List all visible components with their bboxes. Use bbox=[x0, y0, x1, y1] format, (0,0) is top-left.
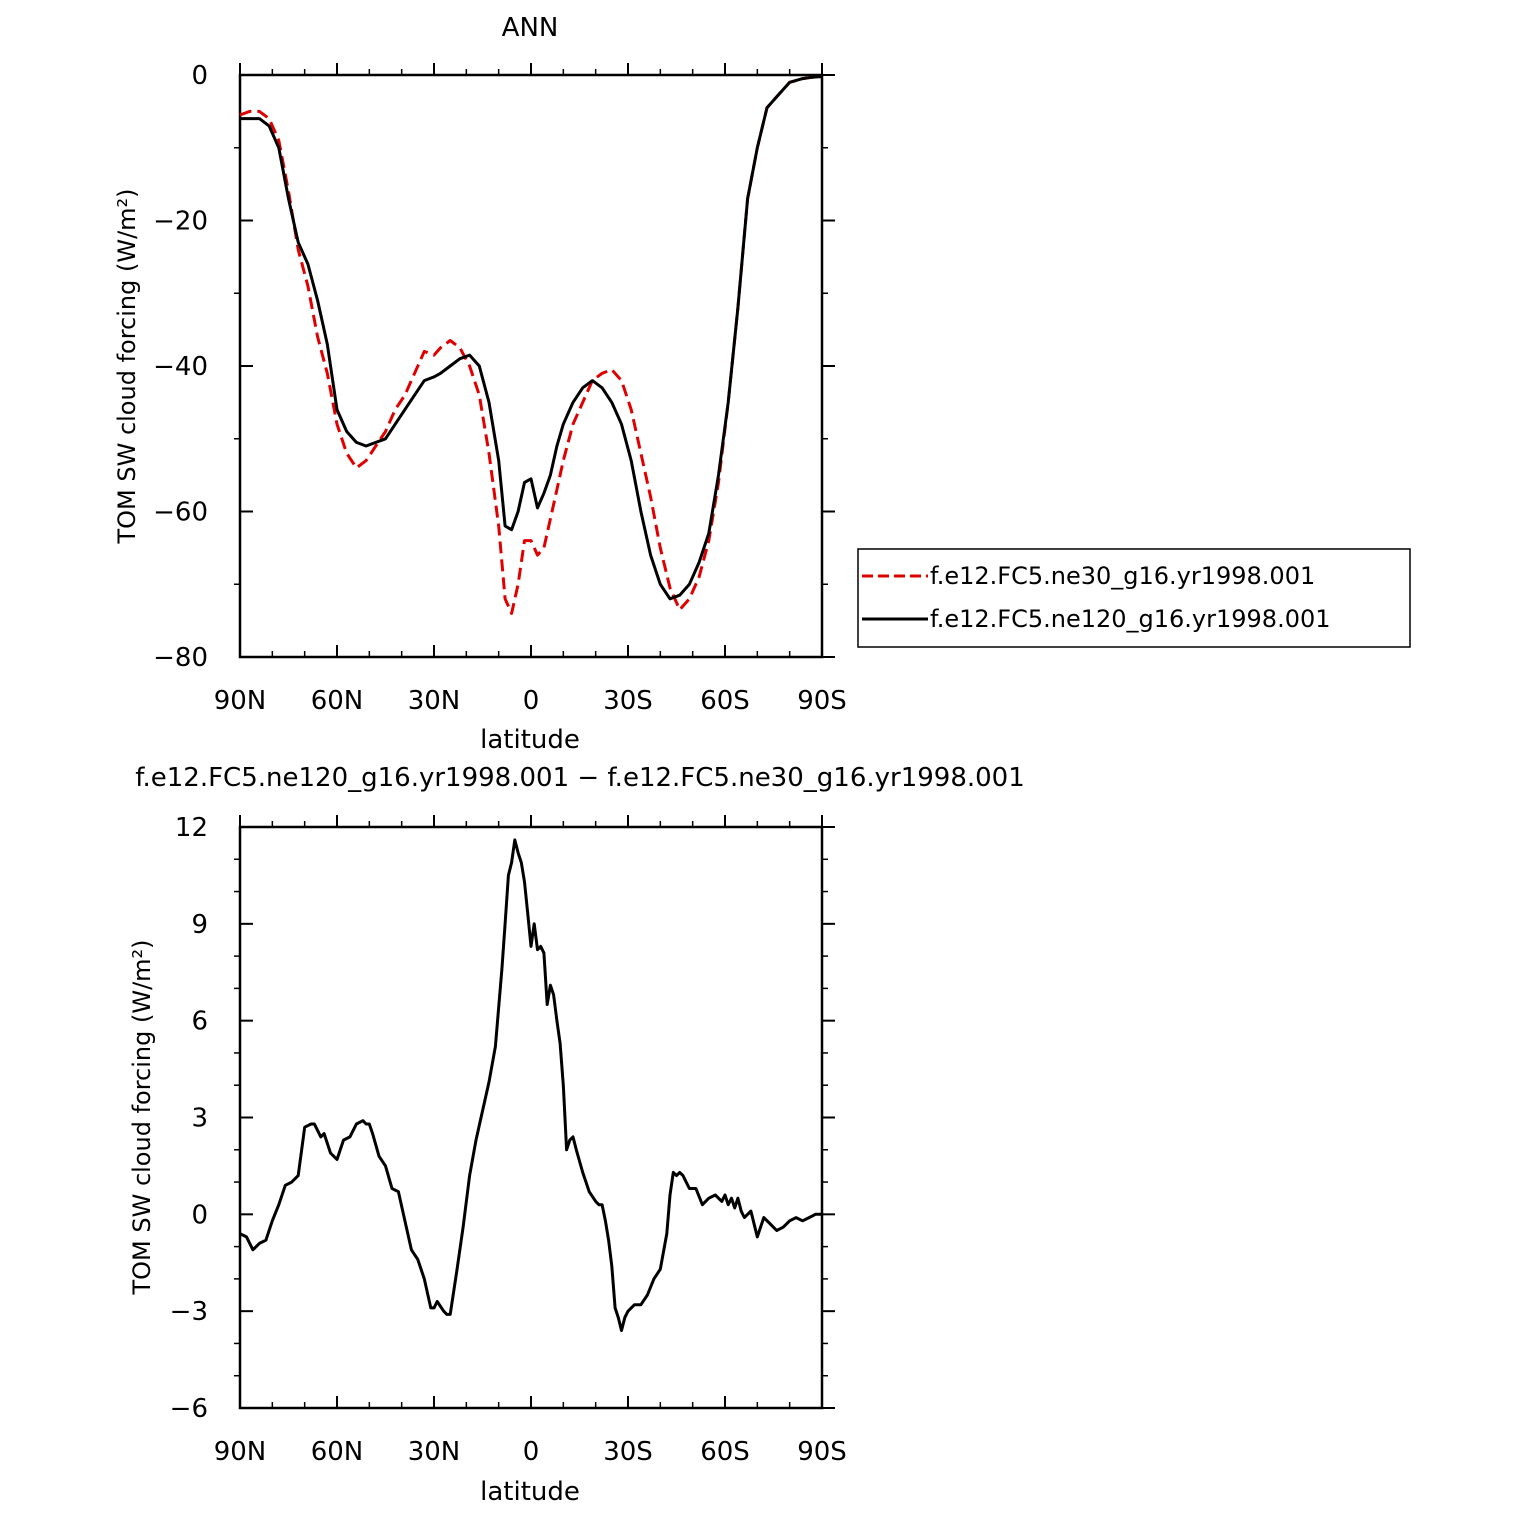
bottom-y-tick-label: −6 bbox=[170, 1394, 208, 1424]
top-ticks: 90N 60N 30N 0 30S 60S 90S 0 −20 −40 −60 −80 bbox=[153, 61, 847, 716]
top-panel: ANN 90N 60N 30N 0 30S 60S 90S 0 −20 −40 −60 −80 TOM… bbox=[113, 13, 1411, 755]
top-chart-title: ANN bbox=[502, 13, 559, 43]
bottom-x-tick-label: 60S bbox=[700, 1437, 750, 1467]
top-x-tick-label: 60S bbox=[700, 686, 750, 716]
bottom-x-tick-label: 30N bbox=[408, 1437, 461, 1467]
top-x-tick-label: 30N bbox=[408, 686, 461, 716]
top-x-tick-label: 60N bbox=[311, 686, 364, 716]
top-plot-frame bbox=[238, 73, 824, 659]
bottom-series-line-0 bbox=[239, 838, 822, 1332]
top-y-tick-label: −80 bbox=[153, 643, 208, 673]
bottom-x-tick-label: 90N bbox=[214, 1437, 267, 1467]
bottom-ticks: 90N 60N 30N 0 30S 60S 90S 12 9 6 3 0 −3 −6 bbox=[170, 813, 847, 1467]
bottom-panel: f.e12.FC5.ne120_g16.yr1998.001 − f.e12.F… bbox=[128, 763, 1025, 1507]
top-x-tick-label: 0 bbox=[523, 686, 540, 716]
legend: f.e12.FC5.ne30_g16.yr1998.001 f.e12.FC5.… bbox=[857, 548, 1411, 648]
top-series bbox=[239, 75, 823, 615]
bottom-plot-frame bbox=[238, 825, 824, 1410]
bottom-x-tick-label: 90S bbox=[797, 1437, 847, 1467]
bottom-x-tick-label: 30S bbox=[603, 1437, 653, 1467]
bottom-chart-title: f.e12.FC5.ne120_g16.yr1998.001 − f.e12.F… bbox=[135, 763, 1025, 793]
top-x-tick-label: 30S bbox=[603, 686, 653, 716]
bottom-y-tick-label: 6 bbox=[191, 1007, 208, 1037]
top-series-line-0 bbox=[239, 75, 823, 615]
bottom-y-tick-label: 3 bbox=[191, 1104, 208, 1134]
top-x-axis-label: latitude bbox=[480, 725, 580, 755]
legend-entry-ne30: f.e12.FC5.ne30_g16.yr1998.001 bbox=[930, 562, 1315, 590]
bottom-y-tick-label: 12 bbox=[175, 813, 208, 843]
legend-box bbox=[857, 548, 1411, 648]
bottom-x-tick-label: 60N bbox=[311, 1437, 364, 1467]
bottom-y-axis-label: TOM SW cloud forcing (W/m²) bbox=[128, 939, 156, 1295]
bottom-x-axis-label: latitude bbox=[480, 1477, 580, 1507]
top-y-axis-label: TOM SW cloud forcing (W/m²) bbox=[113, 188, 141, 544]
top-y-tick-label: −60 bbox=[153, 498, 208, 528]
bottom-y-tick-label: 0 bbox=[191, 1200, 208, 1230]
bottom-x-tick-label: 0 bbox=[523, 1437, 540, 1467]
bottom-y-tick-label: 9 bbox=[191, 910, 208, 940]
top-series-line-1 bbox=[240, 75, 823, 601]
bottom-series bbox=[239, 838, 822, 1332]
top-x-tick-label: 90N bbox=[214, 686, 267, 716]
top-y-tick-label: −20 bbox=[153, 207, 208, 237]
top-y-tick-label: 0 bbox=[191, 61, 208, 91]
top-y-tick-label: −40 bbox=[153, 352, 208, 382]
top-x-tick-label: 90S bbox=[797, 686, 847, 716]
bottom-y-tick-label: −3 bbox=[170, 1297, 208, 1327]
legend-entry-ne120: f.e12.FC5.ne120_g16.yr1998.001 bbox=[930, 605, 1331, 633]
